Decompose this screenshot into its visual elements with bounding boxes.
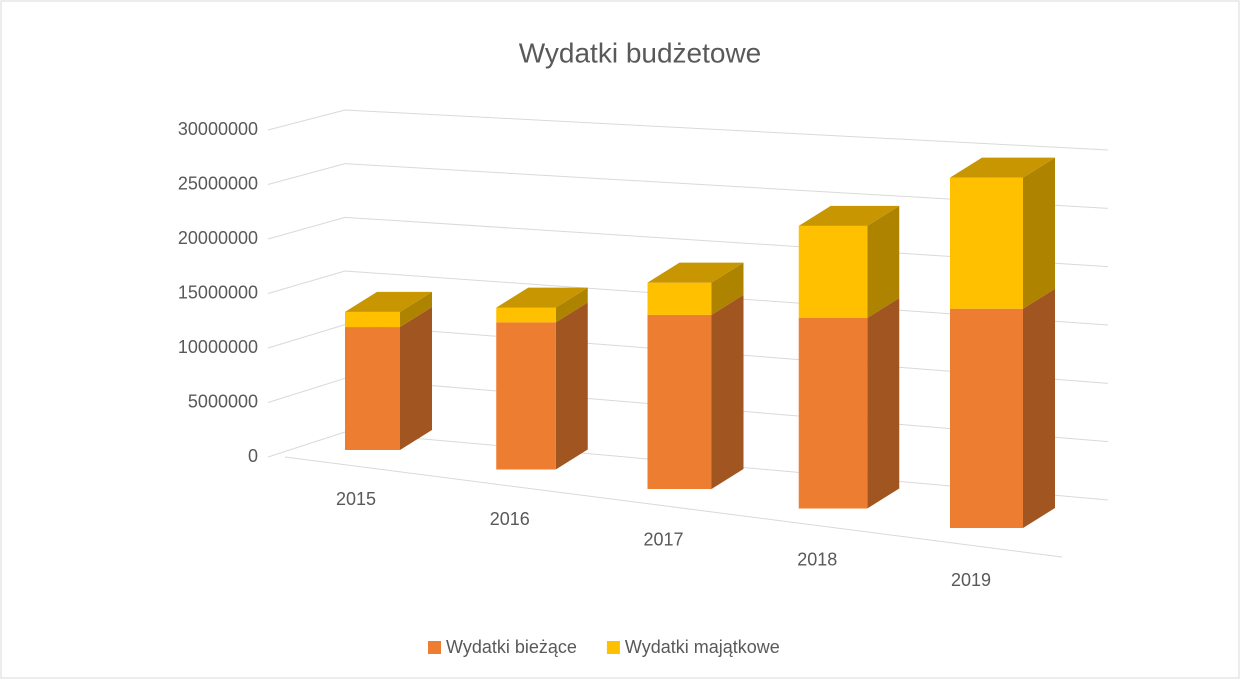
bar-segment: [496, 287, 588, 323]
bar-segment: [647, 294, 744, 489]
bar-side: [400, 307, 432, 450]
bar-top: [950, 157, 1055, 178]
y-tick-label: 25000000: [178, 173, 258, 193]
legend-label: Wydatki majątkowe: [625, 637, 780, 657]
bar-top: [798, 205, 900, 226]
legend-swatch: [606, 641, 620, 654]
x-tick-label: 2017: [643, 529, 683, 549]
bar-top: [496, 287, 588, 308]
x-tick-label: 2015: [336, 489, 376, 509]
bar: [496, 307, 556, 323]
bar: [496, 322, 556, 470]
bar-side: [867, 297, 900, 509]
bar-segment: [496, 302, 588, 470]
bar-segment: [798, 205, 900, 318]
floor-line: [284, 456, 1063, 558]
chart-title: Wydatki budżetowe: [519, 37, 762, 68]
bar-side: [555, 287, 588, 323]
bar-side: [711, 294, 744, 489]
bar: [950, 308, 1023, 528]
bar: [345, 327, 400, 450]
bar-side: [555, 302, 588, 470]
bar-side: [1023, 288, 1055, 528]
bar-segment: [345, 291, 432, 328]
bar-segment: [950, 288, 1055, 528]
bar: [345, 311, 400, 328]
legend-label: Wydatki bieżące: [446, 637, 577, 657]
bar-segment: [345, 307, 432, 450]
x-tick-label: 2016: [490, 509, 530, 529]
bar-top: [647, 262, 744, 283]
legend-swatch: [428, 641, 441, 654]
bar-segment: [950, 157, 1055, 309]
y-tick-label: 10000000: [178, 337, 258, 357]
bar: [647, 314, 712, 489]
y-tick-label: 5000000: [188, 391, 258, 411]
bar-top: [345, 291, 432, 312]
grid-line: [267, 109, 1109, 151]
bar: [798, 225, 868, 318]
y-tick-label: 20000000: [178, 228, 258, 248]
bar-side: [867, 205, 900, 318]
bar-side: [400, 291, 432, 328]
y-tick-label: 15000000: [178, 282, 258, 302]
bar-segment: [798, 297, 900, 509]
x-tick-label: 2018: [797, 550, 837, 570]
bar: [798, 317, 868, 509]
bar-segment: [647, 262, 744, 315]
x-tick-label: 2019: [951, 570, 991, 590]
grid-line: [267, 163, 1109, 209]
bar: [647, 282, 712, 315]
y-tick-label: 30000000: [178, 119, 258, 139]
bar-side: [711, 262, 744, 315]
bar: [950, 177, 1023, 309]
bar-side: [1023, 157, 1055, 309]
y-tick-label: 0: [248, 446, 258, 466]
